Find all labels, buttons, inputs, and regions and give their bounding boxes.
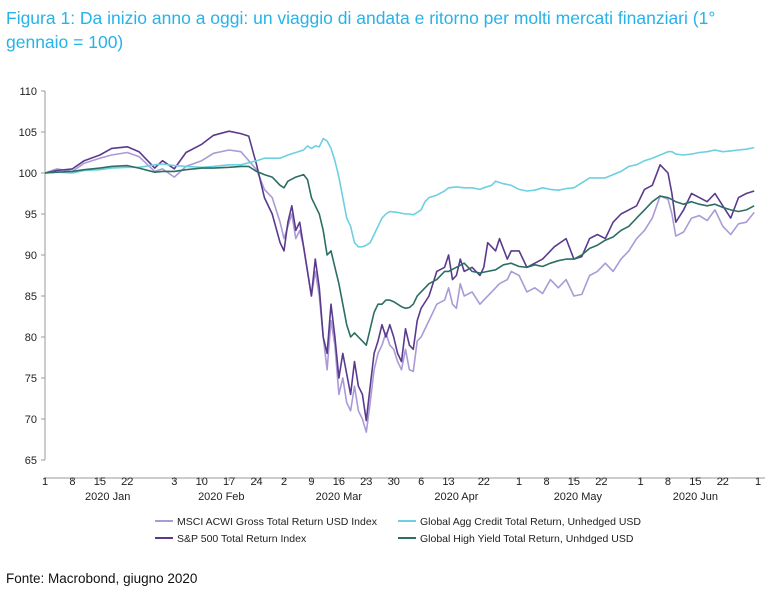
month-label: 2020 May xyxy=(554,491,603,503)
x-tick-label: 22 xyxy=(717,476,729,488)
y-tick-label: 75 xyxy=(25,373,37,385)
legend-label: S&P 500 Total Return Index xyxy=(177,533,307,545)
x-tick-label: 6 xyxy=(418,476,424,488)
y-tick-label: 100 xyxy=(19,168,37,180)
legend: MSCI ACWI Gross Total Return USD Index Gl… xyxy=(155,516,641,545)
y-tick-label: 95 xyxy=(25,209,37,221)
x-tick-label: 15 xyxy=(94,476,106,488)
x-tick-label: 23 xyxy=(360,476,372,488)
x-tick-label: 2 xyxy=(281,476,287,488)
x-tick-label: 15 xyxy=(568,476,580,488)
x-tick-label: 3 xyxy=(171,476,177,488)
x-tick-label: 24 xyxy=(250,476,262,488)
y-tick-label: 80 xyxy=(25,332,37,344)
x-tick-label: 1 xyxy=(637,476,643,488)
x-tick-label: 17 xyxy=(223,476,235,488)
y-tick-label: 105 xyxy=(19,127,37,139)
x-tick-label: 10 xyxy=(196,476,208,488)
series-lines xyxy=(44,130,755,433)
series-line xyxy=(44,137,755,248)
x-tick-label: 9 xyxy=(308,476,314,488)
x-tick-label: 13 xyxy=(442,476,454,488)
legend-label: Global Agg Credit Total Return, Unhedged… xyxy=(420,516,641,528)
x-tick-label: 8 xyxy=(543,476,549,488)
figure-title: Figura 1: Da inizio anno a oggi: un viag… xyxy=(6,8,716,52)
x-tick-label: 22 xyxy=(121,476,133,488)
x-tick-label: 8 xyxy=(665,476,671,488)
x-tick-label: 1 xyxy=(755,476,761,488)
month-label: 2020 Feb xyxy=(198,491,244,503)
month-labels: 2020 Jan 2020 Feb 2020 Mar 2020 Apr 2020 May… xyxy=(85,491,718,503)
month-label: 2020 Apr xyxy=(434,491,478,503)
x-tick-label: 8 xyxy=(69,476,75,488)
y-tick-label: 85 xyxy=(25,291,37,303)
series-line xyxy=(44,149,755,433)
x-tick-label: 1 xyxy=(516,476,522,488)
month-label: 2020 Mar xyxy=(316,491,363,503)
x-tick-label: 1 xyxy=(42,476,48,488)
y-tick-label: 65 xyxy=(25,455,37,467)
y-tick-label: 110 xyxy=(19,86,37,98)
month-label: 2020 Jun xyxy=(673,491,718,503)
x-tick-label: 16 xyxy=(333,476,345,488)
x-tick-label: 30 xyxy=(388,476,400,488)
legend-label: MSCI ACWI Gross Total Return USD Index xyxy=(177,516,378,528)
x-axis-ticks: 1 8 15 22 3 10 17 24 2 9 16 23 30 6 13 22 1 8 15 22 1 8 15 22 1 xyxy=(42,476,761,488)
month-label: 2020 Jan xyxy=(85,491,130,503)
x-tick-label: 22 xyxy=(595,476,607,488)
series-line xyxy=(44,164,755,346)
y-axis-ticks: 65 70 75 80 85 90 95 100 105 110 xyxy=(19,86,45,467)
legend-label: Global High Yield Total Return, Unhdged … xyxy=(420,533,634,545)
x-tick-label: 22 xyxy=(478,476,490,488)
y-tick-label: 70 xyxy=(25,414,37,426)
y-tick-label: 90 xyxy=(25,250,37,262)
source-note: Fonte: Macrobond, giugno 2020 xyxy=(6,571,198,586)
x-tick-label: 15 xyxy=(689,476,701,488)
series-line xyxy=(44,130,755,422)
